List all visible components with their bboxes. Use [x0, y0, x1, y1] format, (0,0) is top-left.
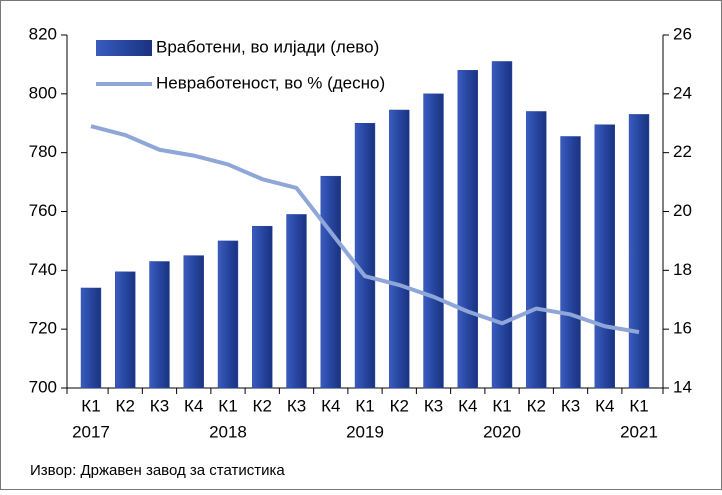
bar — [628, 114, 650, 389]
bar — [286, 214, 307, 389]
y2-tick-label: 26 — [673, 24, 692, 43]
bar — [217, 240, 239, 389]
x-tick-label: К1 — [629, 396, 648, 415]
legend-label: Вработени, во илјади (лево) — [156, 37, 379, 56]
y-tick-label: 720 — [29, 319, 57, 338]
y2-tick-label: 14 — [673, 377, 692, 396]
y-tick-label: 760 — [29, 201, 57, 220]
bar — [115, 271, 136, 389]
y-tick-label: 780 — [29, 142, 57, 161]
bar — [423, 93, 444, 389]
bar — [183, 255, 204, 389]
bar — [560, 136, 581, 389]
x-tick-label: К1 — [355, 396, 374, 415]
bar — [389, 109, 410, 389]
x-tick-label: К4 — [595, 396, 614, 415]
y-tick-label: 820 — [29, 24, 57, 43]
x-tick-label: К1 — [218, 396, 237, 415]
y2-tick-label: 24 — [673, 83, 692, 102]
bar — [457, 70, 478, 389]
y2-tick-label: 18 — [673, 260, 692, 279]
y2-tick-label: 22 — [673, 142, 692, 161]
y-tick-label: 740 — [29, 260, 57, 279]
x-tick-label: К4 — [321, 396, 340, 415]
x-year-label: 2018 — [209, 422, 247, 441]
bar — [491, 61, 513, 389]
x-tick-label: К1 — [492, 396, 511, 415]
line — [90, 124, 640, 335]
x-tick-label: К3 — [424, 396, 443, 415]
x-tick-label: К3 — [150, 396, 169, 415]
x-tick-label: К1 — [81, 396, 100, 415]
y2-tick-label: 20 — [673, 201, 692, 220]
x-year-label: 2019 — [346, 422, 384, 441]
x-tick-label: К4 — [184, 396, 203, 415]
bar — [252, 225, 273, 389]
legend-label: Невработеност, во % (десно) — [156, 73, 385, 92]
y2-tick-label: 16 — [673, 319, 692, 338]
legend-swatch — [96, 40, 152, 56]
bar — [354, 123, 376, 389]
bar — [80, 287, 102, 389]
x-tick-label: К4 — [458, 396, 477, 415]
x-tick-label: К3 — [287, 396, 306, 415]
x-tick-label: К2 — [116, 396, 135, 415]
y-tick-label: 700 — [29, 377, 57, 396]
x-tick-label: К3 — [561, 396, 580, 415]
source: Извор: Државен завод за статистика — [30, 462, 285, 479]
x-tick-label: К2 — [253, 396, 272, 415]
x-year-label: 2021 — [620, 422, 658, 441]
x-tick-label: К2 — [527, 396, 546, 415]
bar — [526, 111, 547, 389]
bar — [594, 124, 615, 389]
bar — [149, 261, 170, 389]
x-year-label: 2017 — [72, 422, 110, 441]
bar — [320, 175, 341, 389]
x-tick-label: К2 — [390, 396, 409, 415]
x-year-label: 2020 — [483, 422, 521, 441]
y-tick-label: 800 — [29, 83, 57, 102]
